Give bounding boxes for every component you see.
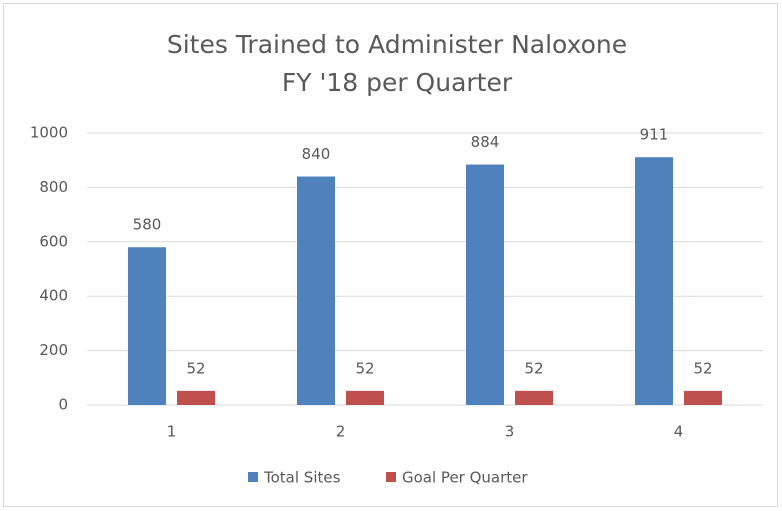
y-tick-label: 400: [39, 287, 68, 305]
y-tick-label: 0: [58, 396, 68, 414]
data-label: 52: [693, 359, 712, 377]
y-tick-label: 600: [39, 232, 68, 250]
legend-swatch: [248, 472, 258, 482]
y-tick-label: 200: [39, 341, 68, 359]
legend-label: Goal Per Quarter: [402, 469, 528, 487]
data-label: 52: [524, 359, 543, 377]
x-tick-label: 4: [674, 423, 684, 441]
bar: [177, 390, 215, 405]
x-tick-label: 2: [336, 423, 346, 441]
data-label: 884: [471, 133, 500, 151]
y-tick-label: 800: [39, 178, 68, 196]
x-tick-label: 1: [167, 423, 177, 441]
legend-label: Total Sites: [263, 469, 341, 487]
bar: [635, 157, 673, 405]
y-tick-label: 1000: [30, 124, 68, 142]
data-label: 52: [355, 359, 374, 377]
bar: [466, 164, 504, 405]
bar: [297, 176, 335, 405]
data-label: 840: [302, 145, 331, 163]
bar: [515, 390, 553, 405]
chart-title: Sites Trained to Administer Naloxone: [167, 30, 627, 59]
x-tick-label: 3: [505, 423, 515, 441]
bar: [684, 390, 722, 405]
data-label: 580: [133, 216, 162, 234]
legend-swatch: [386, 472, 396, 482]
data-label: 52: [186, 359, 205, 377]
bar: [346, 390, 384, 405]
chart-title: FY '18 per Quarter: [282, 68, 513, 97]
bar: [128, 247, 166, 405]
data-label: 911: [640, 126, 669, 144]
